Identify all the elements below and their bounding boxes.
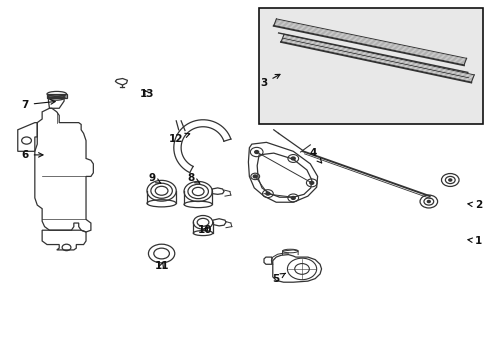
Text: 3: 3 (260, 75, 280, 88)
Bar (259, 8, 483, 125)
Text: 7: 7 (21, 100, 55, 110)
Circle shape (291, 197, 295, 199)
Text: 11: 11 (154, 261, 168, 271)
Circle shape (254, 150, 258, 153)
Text: 5: 5 (272, 273, 285, 284)
Text: 6: 6 (21, 150, 43, 160)
Text: 1: 1 (467, 236, 481, 246)
Text: 4: 4 (308, 148, 321, 163)
Circle shape (448, 179, 451, 181)
Circle shape (309, 181, 313, 184)
Text: 12: 12 (169, 133, 189, 144)
Circle shape (253, 175, 257, 178)
Text: 2: 2 (467, 200, 481, 210)
Text: 8: 8 (187, 173, 200, 183)
Text: 9: 9 (148, 173, 161, 183)
Circle shape (265, 192, 269, 195)
Text: 13: 13 (140, 89, 154, 99)
Text: 10: 10 (198, 225, 212, 235)
Circle shape (291, 157, 295, 160)
Circle shape (427, 201, 429, 203)
